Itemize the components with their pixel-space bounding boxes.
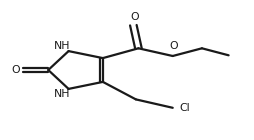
Text: NH: NH (54, 41, 70, 51)
Text: O: O (170, 41, 178, 51)
Text: NH: NH (54, 89, 70, 99)
Text: O: O (130, 12, 139, 22)
Text: O: O (11, 65, 20, 75)
Text: Cl: Cl (179, 103, 190, 113)
